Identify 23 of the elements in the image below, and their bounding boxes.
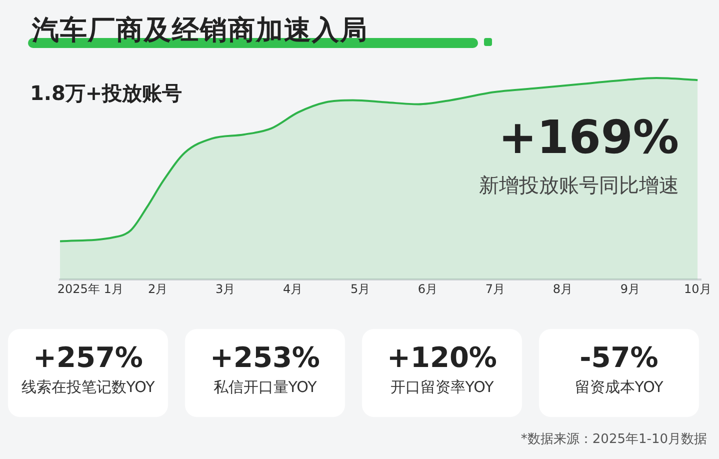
chart-subtitle: 1.8万+投放账号 <box>30 80 182 107</box>
x-tick-label: 2025年 1月 <box>57 282 124 296</box>
category-label: 开口留资率YOY <box>389 378 495 397</box>
x-tick-label: 5月 <box>350 282 370 296</box>
data-label: +257% <box>32 341 144 374</box>
annotation: 新增投放账号同比增速 <box>479 172 679 199</box>
x-tick-label: 8月 <box>552 282 572 296</box>
data-label: +253% <box>209 341 321 374</box>
x-tick-label: 7月 <box>485 282 506 296</box>
text: *数据来源：2025年1-10月数据 <box>520 431 707 448</box>
x-tick-label: 2月 <box>148 282 168 296</box>
x-tick-label: 4月 <box>282 282 303 296</box>
annotation: +169% <box>498 110 679 164</box>
category-label: 线索在投笔记数YOY <box>20 378 156 397</box>
x-tick-label: 3月 <box>215 282 236 296</box>
data-label: +120% <box>386 341 498 374</box>
x-tick-label: 9月 <box>620 282 640 296</box>
category-label: 留资成本YOY <box>574 378 664 397</box>
x-tick-label: 6月 <box>418 282 438 296</box>
category-label: 私信开口量YOY <box>212 378 318 397</box>
chart-title: 汽车厂商及经销商加速入局 <box>32 14 368 48</box>
x-tick-label: 10月 <box>684 282 712 296</box>
data-label: -57% <box>578 341 660 374</box>
